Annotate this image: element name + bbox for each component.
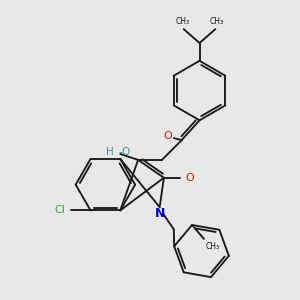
Text: CH₃: CH₃ [176, 17, 190, 26]
Text: N: N [155, 208, 165, 220]
Text: CH₃: CH₃ [206, 242, 220, 251]
Text: Cl: Cl [54, 206, 65, 215]
Text: -O: -O [118, 147, 130, 157]
Text: CH₃: CH₃ [209, 17, 224, 26]
Text: O: O [186, 173, 194, 183]
Text: H: H [106, 147, 114, 157]
Text: O: O [164, 131, 172, 141]
